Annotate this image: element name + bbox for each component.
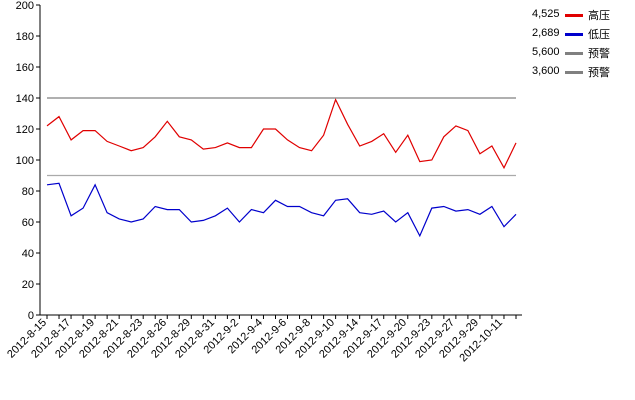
legend-label: 低压: [588, 29, 610, 41]
legend-item-warning-low: 3,600 预警: [532, 63, 632, 82]
legend-value: 5,600: [532, 46, 560, 58]
legend-swatch-low: [565, 33, 583, 36]
series-line-1: [46, 182, 517, 238]
series-line-0: [46, 98, 517, 170]
legend-item-low: 2,689 低压: [532, 25, 632, 44]
legend-label: 预警: [588, 48, 610, 60]
y-tick-label: 40: [22, 248, 34, 260]
y-axis: 0 20 40 60 80 100 120 140 160 180 200: [16, 0, 41, 322]
legend-item-high: 4,525 高压: [532, 6, 632, 25]
legend-value: 2,689: [532, 27, 560, 39]
legend-value: 4,525: [532, 8, 560, 20]
y-tick-label: 140: [16, 93, 34, 105]
legend-label: 预警: [588, 67, 610, 79]
legend-swatch-warning: [565, 52, 583, 55]
y-tick-label: 60: [22, 217, 34, 229]
y-tick-label: 100: [16, 155, 34, 167]
x-axis: 2012-8-152012-8-172012-8-192012-8-212012…: [5, 314, 522, 364]
legend-swatch-warning: [565, 71, 583, 74]
y-tick-label: 120: [16, 124, 34, 136]
legend-swatch-high: [565, 14, 583, 17]
legend-label: 高压: [588, 10, 610, 22]
y-tick-label: 20: [22, 279, 34, 291]
y-tick-label: 160: [16, 62, 34, 74]
plot-lines: [46, 97, 517, 238]
y-tick-label: 200: [16, 0, 34, 12]
legend-item-warning-high: 5,600 预警: [532, 44, 632, 63]
y-tick-label: 180: [16, 31, 34, 43]
y-tick-label: 80: [22, 186, 34, 198]
legend: 4,525 高压 2,689 低压 5,600 预警 3,600 预警: [532, 6, 632, 82]
y-tick-label: 0: [28, 310, 34, 322]
legend-value: 3,600: [532, 65, 560, 77]
